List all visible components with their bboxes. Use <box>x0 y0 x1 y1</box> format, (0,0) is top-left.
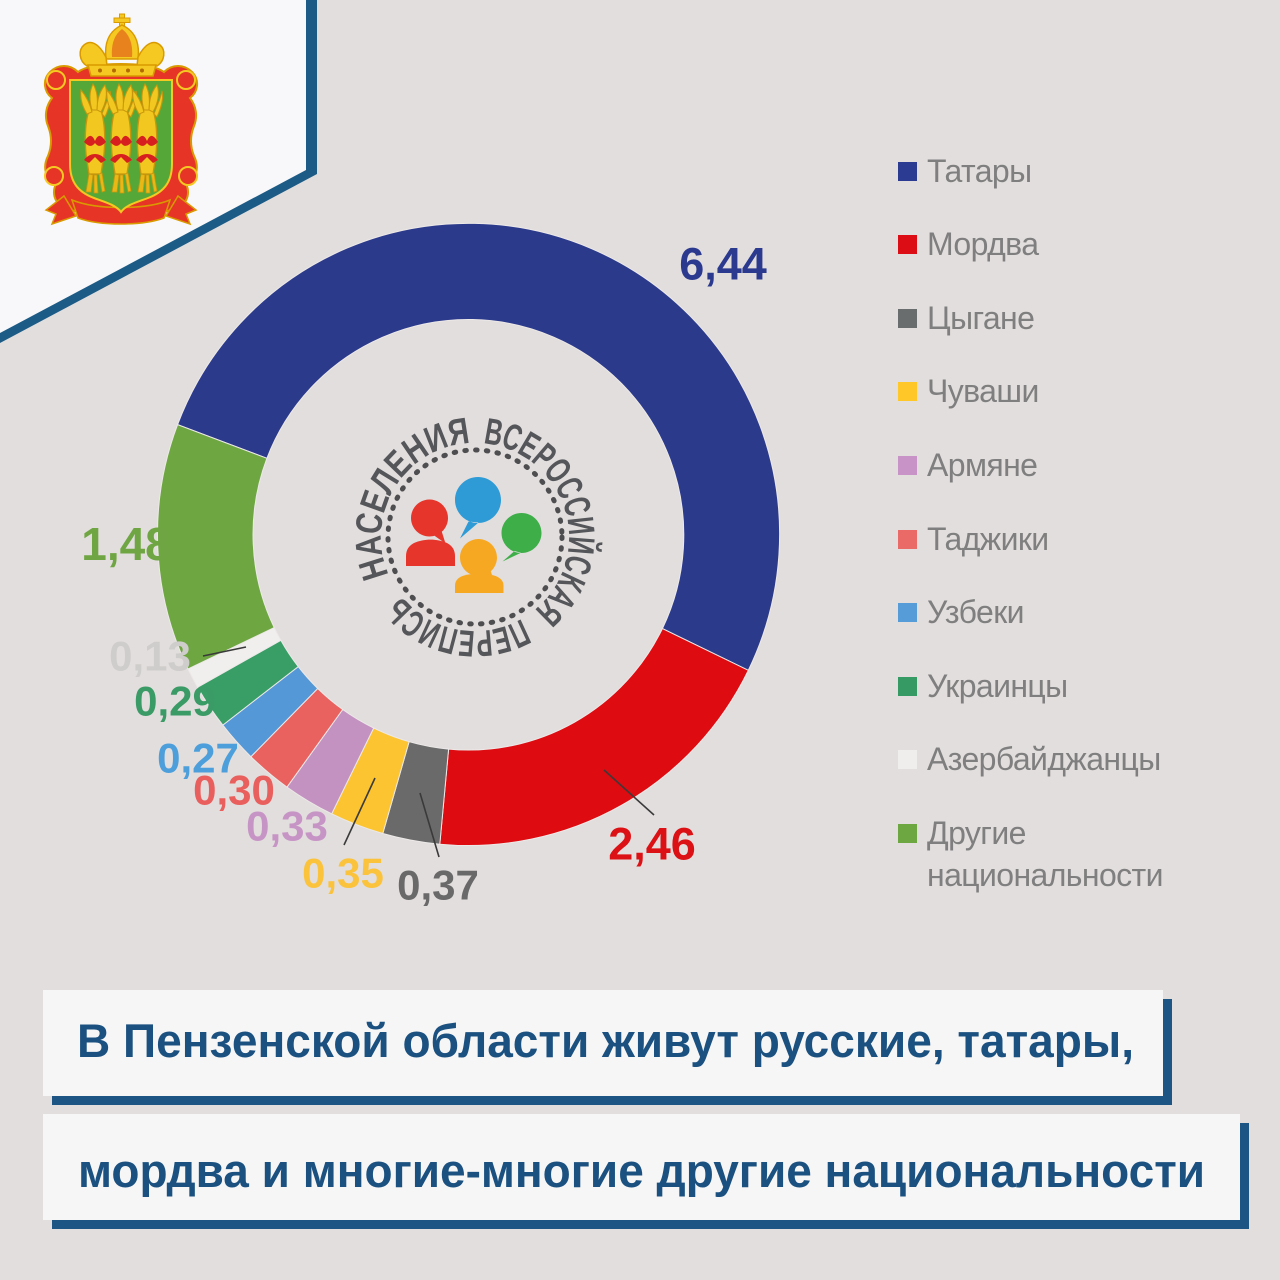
svg-text:0,27: 0,27 <box>157 735 239 782</box>
svg-text:0,13: 0,13 <box>109 633 191 680</box>
svg-text:0,37: 0,37 <box>397 862 479 909</box>
svg-text:Татары: Татары <box>927 153 1032 189</box>
svg-text:Узбеки: Узбеки <box>927 594 1024 630</box>
svg-text:6,44: 6,44 <box>679 239 767 290</box>
svg-text:Армяне: Армяне <box>927 447 1037 483</box>
svg-text:1,48: 1,48 <box>81 518 171 570</box>
svg-text:мордва и многие-многие другие: мордва и многие-многие другие национальн… <box>78 1144 1205 1197</box>
svg-text:0,30: 0,30 <box>193 767 275 814</box>
svg-text:национальности: национальности <box>927 857 1163 893</box>
svg-text:0,29: 0,29 <box>134 678 216 725</box>
svg-text:Другие: Другие <box>927 815 1026 851</box>
svg-text:2,46: 2,46 <box>608 819 696 870</box>
svg-text:Азербайджанцы: Азербайджанцы <box>927 741 1161 777</box>
svg-text:Украинцы: Украинцы <box>927 668 1068 704</box>
svg-text:Цыгане: Цыгане <box>927 300 1034 336</box>
svg-text:Мордва: Мордва <box>927 226 1039 262</box>
svg-text:Таджики: Таджики <box>927 521 1049 557</box>
svg-text:Чуваши: Чуваши <box>927 373 1039 409</box>
svg-text:0,33: 0,33 <box>246 803 328 850</box>
svg-text:0,35: 0,35 <box>302 850 384 897</box>
svg-text:В Пензенской области живут рус: В Пензенской области живут русские, тата… <box>77 1014 1134 1067</box>
